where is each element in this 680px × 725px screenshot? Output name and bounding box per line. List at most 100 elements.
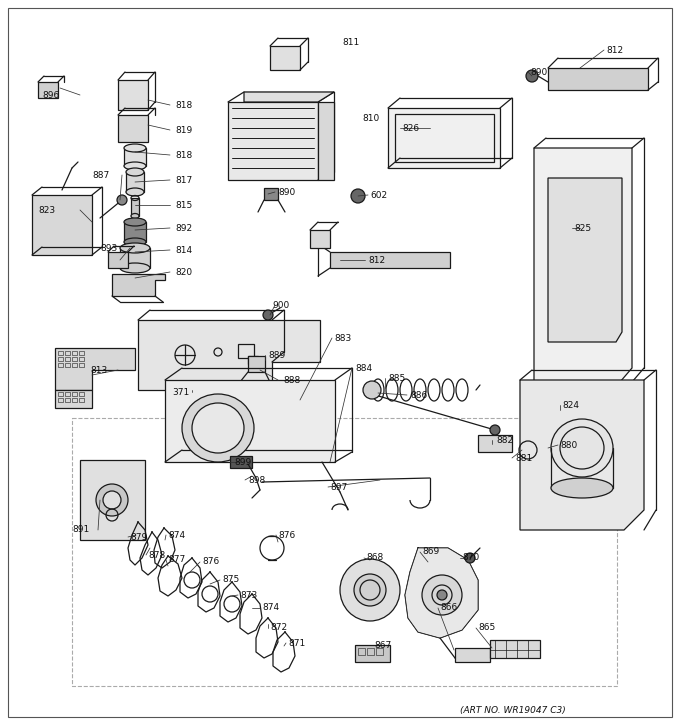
Bar (124, 148, 146, 166)
Ellipse shape (126, 188, 144, 196)
Circle shape (526, 70, 538, 82)
Polygon shape (310, 230, 330, 248)
Polygon shape (264, 188, 278, 200)
Ellipse shape (340, 559, 400, 621)
Text: 814: 814 (175, 246, 192, 254)
Ellipse shape (103, 491, 121, 509)
Bar (58, 398, 63, 402)
Text: 891: 891 (72, 526, 89, 534)
Text: 870: 870 (462, 553, 479, 563)
Polygon shape (138, 320, 320, 390)
Polygon shape (270, 46, 300, 70)
Ellipse shape (96, 484, 128, 516)
Text: 817: 817 (175, 175, 192, 184)
Text: 879: 879 (130, 532, 148, 542)
Polygon shape (112, 274, 165, 296)
Bar (72, 363, 77, 367)
Text: 824: 824 (562, 400, 579, 410)
Text: 876: 876 (202, 558, 219, 566)
Text: 872: 872 (270, 624, 287, 632)
Polygon shape (165, 380, 335, 462)
Text: 602: 602 (370, 191, 387, 199)
Text: 893: 893 (100, 244, 117, 252)
Text: 874: 874 (262, 603, 279, 613)
Text: 882: 882 (496, 436, 513, 444)
Text: 823: 823 (38, 205, 55, 215)
Text: 871: 871 (288, 639, 305, 647)
Bar (318, 102, 334, 180)
Text: 875: 875 (222, 576, 239, 584)
Text: 818: 818 (175, 101, 192, 109)
Polygon shape (124, 222, 146, 242)
Text: 890: 890 (530, 67, 547, 77)
Bar (248, 356, 258, 364)
Ellipse shape (192, 403, 244, 453)
Text: 887: 887 (92, 170, 109, 180)
Text: 877: 877 (168, 555, 185, 565)
Text: 892: 892 (175, 223, 192, 233)
Text: 825: 825 (574, 223, 591, 233)
Ellipse shape (120, 243, 150, 253)
Bar (65, 392, 70, 396)
Bar (238, 344, 254, 358)
Text: 899: 899 (234, 457, 251, 466)
Text: (ART NO. WR19047 C3): (ART NO. WR19047 C3) (460, 705, 566, 715)
Bar (58, 357, 63, 361)
Text: 865: 865 (478, 624, 495, 632)
Text: 810: 810 (362, 114, 379, 123)
Bar (65, 398, 70, 402)
Text: 874: 874 (168, 531, 185, 539)
Polygon shape (80, 460, 145, 540)
Bar (79, 392, 84, 396)
Bar (367, 648, 374, 655)
Ellipse shape (182, 394, 254, 462)
Text: 867: 867 (374, 640, 391, 650)
Bar (126, 172, 144, 192)
Ellipse shape (551, 478, 613, 498)
Text: 820: 820 (175, 268, 192, 276)
Polygon shape (32, 195, 92, 255)
Polygon shape (355, 645, 390, 662)
Ellipse shape (124, 162, 146, 170)
Polygon shape (490, 640, 540, 658)
Ellipse shape (551, 419, 613, 477)
Text: 811: 811 (342, 38, 359, 46)
Circle shape (437, 590, 447, 600)
Bar (79, 398, 84, 402)
Ellipse shape (131, 213, 139, 218)
Text: 812: 812 (368, 255, 385, 265)
Ellipse shape (126, 168, 144, 176)
Bar (79, 363, 84, 367)
Text: 889: 889 (268, 350, 285, 360)
Ellipse shape (363, 381, 381, 399)
Text: 885: 885 (388, 373, 405, 383)
Bar (358, 648, 365, 655)
Text: 886: 886 (410, 391, 427, 399)
Ellipse shape (124, 238, 146, 246)
Polygon shape (534, 148, 632, 382)
Text: 888: 888 (283, 376, 301, 384)
Bar (376, 648, 383, 655)
Text: 878: 878 (148, 550, 165, 560)
Polygon shape (548, 178, 622, 342)
Text: 869: 869 (422, 547, 439, 557)
Bar (72, 357, 77, 361)
Circle shape (422, 575, 462, 615)
Bar (65, 363, 70, 367)
Text: 900: 900 (272, 300, 289, 310)
Bar (72, 392, 77, 396)
Text: 881: 881 (515, 454, 532, 463)
Text: 868: 868 (366, 553, 384, 563)
Bar (79, 351, 84, 355)
Text: 812: 812 (606, 46, 623, 54)
Polygon shape (520, 380, 644, 530)
Bar (72, 398, 77, 402)
Text: 815: 815 (175, 201, 192, 210)
Bar (79, 357, 84, 361)
Text: 813: 813 (90, 365, 107, 375)
Ellipse shape (124, 218, 146, 226)
Bar (65, 351, 70, 355)
Text: 884: 884 (355, 363, 372, 373)
Polygon shape (108, 252, 128, 268)
Polygon shape (118, 80, 148, 110)
